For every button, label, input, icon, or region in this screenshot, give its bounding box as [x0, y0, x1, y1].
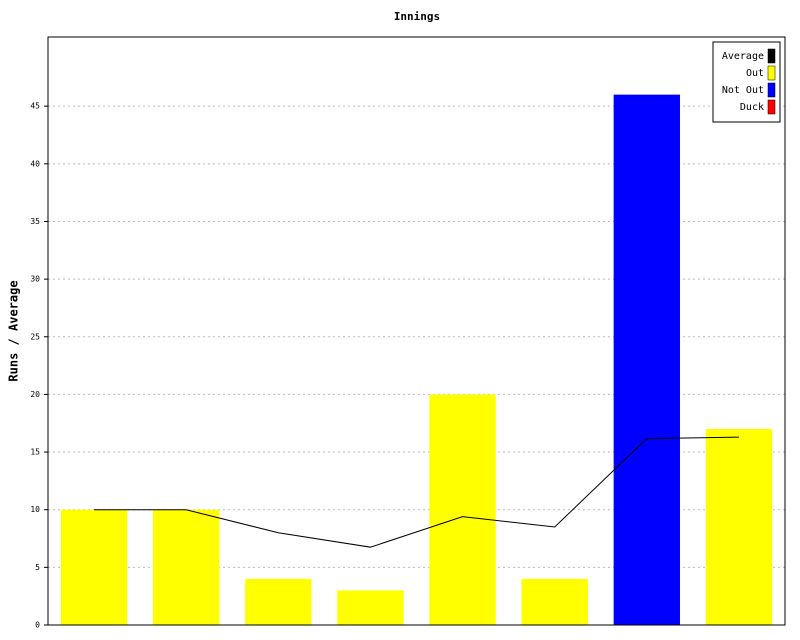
legend-swatch [767, 82, 776, 98]
legend-swatch [767, 48, 776, 64]
bar [521, 578, 588, 625]
grid: 0 5 10 15 20 25 30 35 40 45 [30, 102, 785, 630]
y-axis-label: Runs / Average [7, 280, 21, 381]
y-tick-label: 10 [30, 505, 40, 514]
y-tick-label: 20 [30, 390, 40, 399]
y-tick-label: 35 [30, 217, 40, 226]
legend-label: Duck [740, 102, 764, 113]
legend-label: Average [722, 51, 764, 62]
legend: Average Out Not Out Duck [712, 41, 781, 123]
bar [337, 590, 404, 625]
legend-label: Out [746, 68, 764, 79]
y-tick-label: 0 [35, 621, 40, 630]
average-line [94, 436, 739, 548]
marks [60, 94, 773, 626]
bar [153, 509, 220, 625]
y-tick-label: 25 [30, 332, 40, 341]
legend-label: Not Out [722, 85, 764, 96]
plot-frame [47, 36, 786, 626]
y-tick-label: 15 [30, 448, 40, 457]
y-tick-label: 30 [30, 275, 40, 284]
legend-swatch [767, 65, 776, 81]
chart-title: Innings [394, 10, 440, 23]
bar [705, 429, 773, 625]
bar [60, 509, 128, 625]
legend-swatch [767, 99, 776, 115]
bar [245, 578, 312, 625]
bar [429, 394, 496, 625]
bar [613, 94, 680, 626]
y-tick-label: 45 [30, 102, 40, 111]
y-tick-label: 5 [35, 563, 40, 572]
y-tick-label: 40 [30, 159, 40, 168]
